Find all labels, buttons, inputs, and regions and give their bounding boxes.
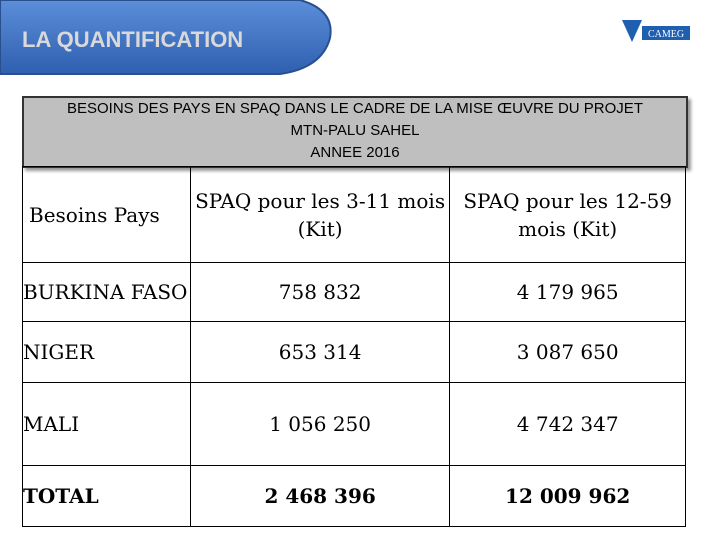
- logo-text: CAMEG: [648, 29, 684, 40]
- column-header: SPAQ pour les 3-11 mois (Kit): [189, 166, 451, 263]
- banner-line: BESOINS DES PAYS EN SPAQ DANS LE CADRE D…: [67, 100, 643, 117]
- cell: 4 179 965: [449, 262, 686, 322]
- banner: BESOINS DES PAYS EN SPAQ DANS LE CADRE D…: [22, 96, 688, 168]
- header-row: Besoins Pays SPAQ pour les 3-11 mois (Ki…: [22, 166, 686, 263]
- column-header: Besoins Pays: [22, 166, 191, 263]
- row-label: NIGER: [22, 321, 191, 383]
- table-row: TOTAL 2 468 396 12 009 962: [22, 465, 686, 527]
- cell: 758 832: [189, 262, 451, 322]
- row-label: TOTAL: [22, 465, 191, 527]
- banner-line: MTN-PALU SAHEL: [290, 122, 420, 139]
- table-row: NIGER 653 314 3 087 650: [22, 321, 686, 383]
- row-label: BURKINA FASO: [22, 262, 191, 322]
- banner-line: ANNEE 2016: [310, 144, 400, 161]
- cell: 4 742 347: [449, 382, 686, 466]
- table-row: MALI 1 056 250 4 742 347: [22, 382, 686, 466]
- column-header: SPAQ pour les 12-59 mois (Kit): [449, 166, 686, 263]
- cell: 12 009 962: [449, 465, 686, 527]
- cell: 3 087 650: [449, 321, 686, 383]
- cell: 2 468 396: [189, 465, 451, 527]
- title-shape: LA QUANTIFICATION: [0, 0, 332, 75]
- cell: 653 314: [189, 321, 451, 383]
- row-label: MALI: [22, 382, 191, 466]
- cell: 1 056 250: [189, 382, 451, 466]
- table: Besoins Pays SPAQ pour les 3-11 mois (Ki…: [22, 166, 686, 527]
- table-row: BURKINA FASO 758 832 4 179 965: [22, 262, 686, 322]
- logo: CAMEG: [622, 20, 690, 42]
- title: LA QUANTIFICATION: [22, 27, 243, 52]
